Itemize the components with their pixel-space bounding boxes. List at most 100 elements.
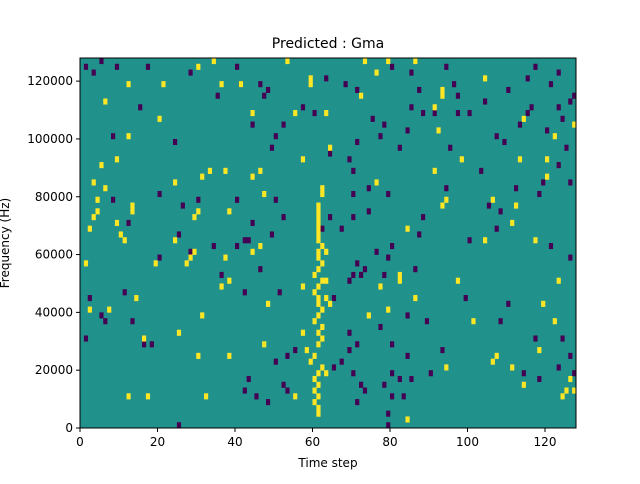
heatmap-cell-low [386,410,391,417]
heatmap-cell-high [312,318,317,325]
y-axis-label: Frequency (Hz) [0,198,12,289]
heatmap-cell-low [122,289,127,296]
heatmap-cell-high [300,156,306,163]
heatmap-cell-high [153,260,158,267]
heatmap-cell-high [316,312,321,319]
heatmap-cell-high [320,190,325,198]
heatmap-cell-low [277,289,282,296]
heatmap-cell-high [517,156,523,163]
heatmap-cell-low [397,144,402,151]
heatmap-cell-high [316,208,321,215]
heatmap-cell-high [223,167,228,174]
heatmap-cell-high [300,283,306,290]
heatmap-cell-low [370,115,375,122]
heatmap-cell-low [428,370,433,377]
heatmap-cell-low [347,277,352,284]
heatmap-cell-high [455,277,461,284]
heatmap-cell-low [568,98,573,105]
heatmap-cell-low [196,196,201,203]
heatmap-cell-low [351,190,356,198]
heatmap-cell-low [421,214,426,221]
heatmap-cell-low [157,190,162,198]
heatmap-cell-high [320,364,325,371]
heatmap-cell-high [572,387,577,394]
heatmap-cell-low [246,237,251,244]
heatmap-cell-low [390,370,395,377]
heatmap-cell-low [417,86,422,93]
heatmap-cell-low [235,63,240,70]
heatmap-cell-high [304,347,309,354]
heatmap-cell-high [328,300,333,307]
heatmap-cell-high [312,271,317,278]
heatmap-cell-low [467,237,472,244]
heatmap-cell-low [281,381,286,388]
heatmap-cell-high [126,393,131,400]
heatmap-cell-low [386,254,391,261]
heatmap-cell-high [219,283,224,290]
heatmap-cell-high [316,214,321,221]
heatmap-cell-low [390,243,395,250]
heatmap-cell-high [316,381,321,388]
heatmap-cell-low [432,110,437,117]
y-tick-label: 80000 [35,190,73,204]
x-axis-label: Time step [297,456,357,470]
heatmap-cell-high [219,81,224,88]
heatmap-cell-high [560,393,565,400]
heatmap-cell-high [552,318,557,325]
heatmap-cell-low [242,387,247,394]
x-tick-label: 120 [534,435,557,449]
heatmap-cell-low [560,115,565,122]
heatmap-cell-high [200,312,205,319]
heatmap-cell-high [312,375,317,383]
heatmap-cell-high [324,295,329,302]
heatmap-cell-high [320,335,325,342]
heatmap-cell-high [114,219,120,226]
heatmap-cell-low [572,92,577,99]
heatmap-cell-low [417,231,422,238]
heatmap-cell-low [355,260,360,267]
heatmap-cell-high [103,185,108,192]
heatmap-cell-high [266,300,271,307]
heatmap-cell-high [316,219,321,226]
heatmap-cell-low [405,352,410,359]
heatmap-cell-high [432,104,437,111]
heatmap-cell-low [355,86,360,93]
heatmap-cell-low [556,104,561,111]
heatmap-cell-high [440,86,445,93]
heatmap-cell-low [250,121,255,128]
heatmap-cell-low [262,92,267,99]
heatmap-cell-high [568,375,573,383]
heatmap-cell-high [494,352,499,359]
heatmap-cell-low [405,312,410,319]
y-tick-label: 40000 [35,305,73,319]
heatmap-cell-high [324,370,329,377]
heatmap-cell-high [142,335,147,342]
heatmap-cell-low [312,110,317,117]
heatmap-cell-high [471,318,476,325]
heatmap-cell-low [83,63,89,70]
heatmap-cell-high [107,306,112,313]
heatmap-cell-low [180,202,185,209]
heatmap-cell-high [227,352,232,359]
heatmap-cell-low [103,318,108,325]
heatmap-cell-low [351,214,356,221]
x-tick-label: 40 [227,435,242,449]
heatmap-cell-low [378,133,383,140]
heatmap-cell-high [316,404,321,411]
heatmap-cell-low [548,81,554,88]
heatmap-cell-high [157,115,162,122]
heatmap-cell-high [366,312,371,319]
heatmap-cell-high [316,370,321,377]
heatmap-cell-high [145,393,151,400]
heatmap-cell-high [188,254,193,261]
heatmap-cell-high [192,214,197,221]
heatmap-cell-low [455,110,461,117]
heatmap-cell-high [227,277,232,284]
heatmap-cell-low [246,375,251,383]
heatmap-cell-high [223,254,228,261]
heatmap-cell-high [95,196,100,203]
heatmap-cell-high [440,92,445,99]
heatmap-cell-high [126,81,131,88]
heatmap-cell-high [413,295,418,302]
heatmap-cell-low [355,341,360,348]
